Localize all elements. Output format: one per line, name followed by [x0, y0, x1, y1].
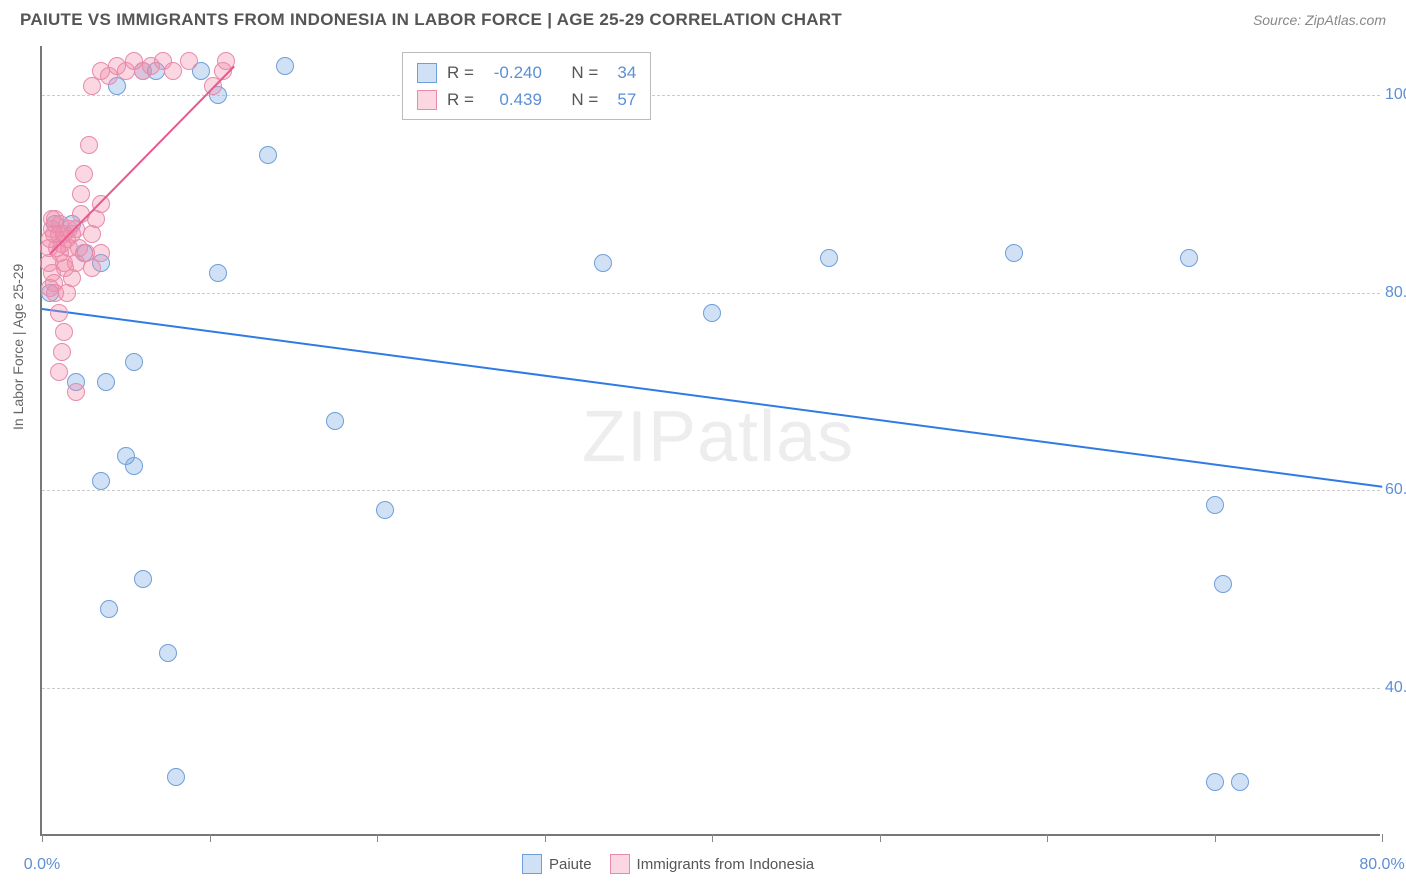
chart-title: PAIUTE VS IMMIGRANTS FROM INDONESIA IN L… [20, 10, 842, 30]
x-tick [1047, 834, 1048, 842]
data-point [100, 600, 118, 618]
gridline-h [42, 688, 1380, 689]
data-point [53, 343, 71, 361]
legend-swatch [417, 90, 437, 110]
data-point [1005, 244, 1023, 262]
legend-swatch [522, 854, 542, 874]
data-point [1206, 773, 1224, 791]
y-tick-label: 80.0% [1385, 284, 1406, 302]
legend-r-value: -0.240 [484, 59, 542, 86]
data-point [43, 210, 61, 228]
data-point [167, 768, 185, 786]
data-point [376, 501, 394, 519]
x-tick [42, 834, 43, 842]
data-point [55, 323, 73, 341]
legend-n-value: 34 [608, 59, 636, 86]
legend-swatch [610, 854, 630, 874]
data-point [164, 62, 182, 80]
y-axis-label: In Labor Force | Age 25-29 [10, 264, 26, 430]
data-point [50, 363, 68, 381]
legend-n-label: N = [571, 59, 598, 86]
x-tick-label: 80.0% [1359, 856, 1404, 874]
data-point [276, 57, 294, 75]
data-point [80, 136, 98, 154]
x-tick [1215, 834, 1216, 842]
x-tick [1382, 834, 1383, 842]
data-point [594, 254, 612, 272]
gridline-h [42, 293, 1380, 294]
y-tick-label: 100.0% [1385, 86, 1406, 104]
data-point [67, 383, 85, 401]
watermark-bold: ZIP [582, 397, 697, 477]
legend-row: R = 0.439 N = 57 [417, 86, 636, 113]
legend-item: Paiute [522, 854, 592, 874]
data-point [1214, 575, 1232, 593]
y-tick-label: 60.0% [1385, 481, 1406, 499]
trend-line [42, 308, 1382, 488]
legend-r-label: R = [447, 86, 474, 113]
data-point [820, 249, 838, 267]
legend-r-label: R = [447, 59, 474, 86]
data-point [1231, 773, 1249, 791]
data-point [125, 353, 143, 371]
gridline-h [42, 490, 1380, 491]
x-tick [210, 834, 211, 842]
legend-swatch [417, 63, 437, 83]
scatter-chart: ZIPatlas 40.0%60.0%80.0%100.0%0.0%80.0%R… [40, 46, 1380, 836]
data-point [72, 185, 90, 203]
data-point [209, 264, 227, 282]
source-label: Source: ZipAtlas.com [1253, 12, 1386, 28]
data-point [92, 472, 110, 490]
gridline-h [42, 95, 1380, 96]
x-tick [880, 834, 881, 842]
legend-n-label: N = [571, 86, 598, 113]
data-point [56, 259, 74, 277]
data-point [75, 165, 93, 183]
x-tick [545, 834, 546, 842]
data-point [83, 259, 101, 277]
y-tick-label: 40.0% [1385, 679, 1406, 697]
legend-row: R = -0.240 N = 34 [417, 59, 636, 86]
legend-series-name: Paiute [549, 856, 592, 873]
legend-series-name: Immigrants from Indonesia [637, 856, 815, 873]
legend-r-value: 0.439 [484, 86, 542, 113]
data-point [134, 570, 152, 588]
data-point [703, 304, 721, 322]
x-tick-label: 0.0% [24, 856, 60, 874]
x-tick [377, 834, 378, 842]
watermark-thin: atlas [697, 397, 854, 477]
data-point [117, 447, 135, 465]
data-point [326, 412, 344, 430]
data-point [259, 146, 277, 164]
data-point [1206, 496, 1224, 514]
x-tick [712, 834, 713, 842]
correlation-legend: R = -0.240 N = 34 R = 0.439 N = 57 [402, 52, 651, 120]
legend-item: Immigrants from Indonesia [610, 854, 815, 874]
data-point [50, 304, 68, 322]
data-point [180, 52, 198, 70]
watermark: ZIPatlas [582, 396, 854, 478]
series-legend: Paiute Immigrants from Indonesia [522, 854, 814, 874]
data-point [159, 644, 177, 662]
data-point [1180, 249, 1198, 267]
legend-n-value: 57 [608, 86, 636, 113]
data-point [97, 373, 115, 391]
